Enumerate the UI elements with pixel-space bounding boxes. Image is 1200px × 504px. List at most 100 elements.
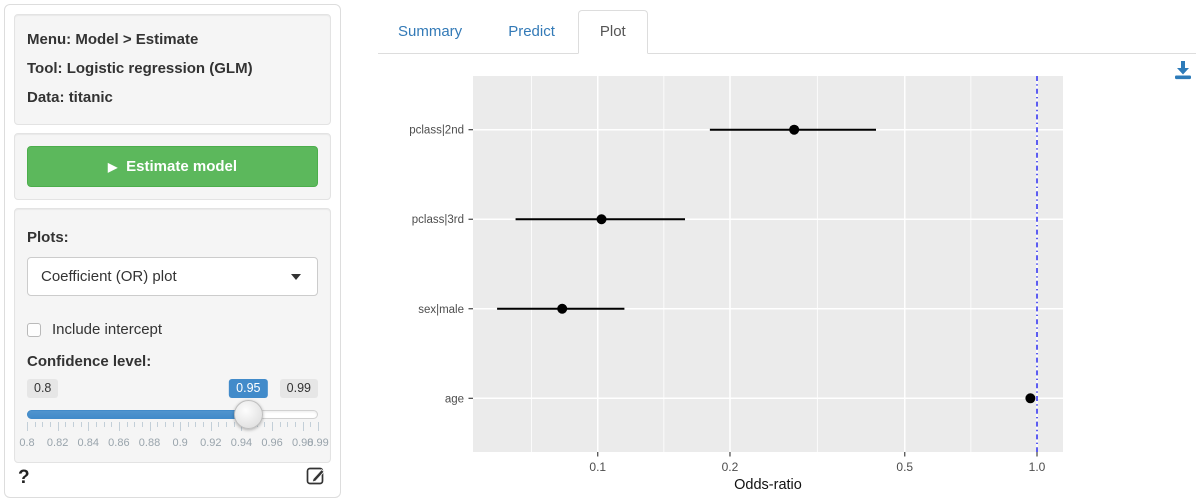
slider-tick xyxy=(34,422,36,427)
chevron-down-icon xyxy=(291,273,301,280)
slider-tick xyxy=(180,422,182,431)
slider-grid: 0.8 0.82 0.84 0.86 0.88 0.9 0.92 0.94 0.96 0.98 0.… xyxy=(19,422,329,462)
slider-tick xyxy=(264,422,266,427)
slider-tick xyxy=(287,422,289,427)
data-value: titanic xyxy=(68,89,113,106)
slider-tick xyxy=(318,422,319,431)
plot-panel-background xyxy=(473,76,1063,452)
slider-tick xyxy=(218,422,220,427)
menu-label: Menu: xyxy=(27,31,72,48)
slider-tick xyxy=(233,422,235,427)
slider-tick xyxy=(141,422,143,427)
slider-tick xyxy=(126,422,128,427)
x-axis-tick-label: 0.2 xyxy=(722,460,739,474)
slider-grid-label: 0.86 xyxy=(108,437,130,449)
slider-tick xyxy=(149,422,151,431)
data-label: Data: xyxy=(27,89,65,106)
slider-tick xyxy=(187,422,189,427)
include-intercept-checkbox[interactable] xyxy=(27,322,41,337)
tool-label: Tool: xyxy=(27,60,63,77)
slider-tick xyxy=(103,422,105,427)
sidebar-footer: ? xyxy=(18,465,327,491)
slider-tick xyxy=(203,422,205,427)
slider-tick xyxy=(72,422,74,427)
tool-name: Tool: Logistic regression (GLM) xyxy=(27,60,318,77)
menu-breadcrumb: Menu: Model > Estimate xyxy=(27,31,318,48)
slider-grid-label: 0.84 xyxy=(77,437,99,449)
plots-label: Plots: xyxy=(27,229,69,246)
x-axis-title: Odds-ratio xyxy=(734,477,802,493)
confidence-level-slider: 0.8 0.99 0.95 0.8 0.82 0.84 0.86 0.88 0.9 0.92… xyxy=(19,379,329,463)
confidence-level-label: Confidence level: xyxy=(27,353,152,370)
slider-grid-label: 0.96 xyxy=(261,437,283,449)
y-axis-label-pclass|2nd: pclass|2nd xyxy=(409,125,464,137)
slider-grid-label: 0.92 xyxy=(200,437,222,449)
y-axis-label-sex|male: sex|male xyxy=(418,304,464,316)
slider-tick xyxy=(111,422,113,427)
slider-tick xyxy=(172,422,174,427)
menu-value: Model > Estimate xyxy=(75,31,199,48)
or-point-age xyxy=(1025,393,1036,404)
tab-predict[interactable]: Predict xyxy=(508,23,555,40)
slider-tick xyxy=(195,422,197,427)
tool-value: Logistic regression (GLM) xyxy=(66,60,253,77)
slider-tick xyxy=(65,422,67,427)
slider-tick xyxy=(226,422,228,427)
slider-min-label: 0.8 xyxy=(27,379,59,398)
slider-grid-label: 0.82 xyxy=(46,437,69,449)
slider-tick xyxy=(57,422,59,431)
slider-tick xyxy=(95,422,97,427)
slider-handle[interactable] xyxy=(233,400,263,429)
slider-tick xyxy=(295,422,297,427)
tab-summary[interactable]: Summary xyxy=(398,23,463,40)
play-icon: ▶ xyxy=(107,159,118,174)
download-plot-button[interactable] xyxy=(1172,60,1194,80)
slider-grid-label: 0.99 xyxy=(307,437,329,449)
dataset-name: Data: titanic xyxy=(27,89,318,106)
slider-tick xyxy=(88,422,90,431)
slider-tick xyxy=(272,422,274,431)
slider-value-badge: 0.95 xyxy=(229,379,268,398)
slider-tick xyxy=(42,422,44,427)
plots-select[interactable]: Coefficient (OR) plot xyxy=(27,257,318,296)
slider-filled-bar xyxy=(27,410,249,419)
plot-controls-panel: Plots: Coefficient (OR) plot Include int… xyxy=(14,208,331,463)
y-axis-label-pclass|3rd: pclass|3rd xyxy=(412,214,464,226)
slider-grid-label: 0.98 xyxy=(291,437,314,449)
slider-grid-label: 0.94 xyxy=(230,437,253,449)
x-axis-tick-label: 1.0 xyxy=(1029,460,1046,474)
slider-tick xyxy=(157,422,159,427)
slider-grid-label: 0.8 xyxy=(19,437,35,449)
result-tabs: Summary Predict Plot xyxy=(378,8,1196,54)
include-intercept-row: Include intercept xyxy=(27,321,318,338)
or-point-pclass|3rd xyxy=(596,214,607,225)
sidebar: Menu: Model > Estimate Tool: Logistic re… xyxy=(4,4,341,498)
slider-grid-label: 0.88 xyxy=(138,437,161,449)
slider-tick xyxy=(49,422,51,427)
slider-tick xyxy=(80,422,82,427)
estimate-model-button[interactable]: ▶ Estimate model xyxy=(27,146,318,187)
model-info-panel: Menu: Model > Estimate Tool: Logistic re… xyxy=(14,14,331,125)
y-axis-label-age: age xyxy=(445,393,464,405)
slider-tick xyxy=(134,422,136,427)
include-intercept-label: Include intercept xyxy=(52,321,163,338)
slider-tick xyxy=(302,422,304,431)
slider-tick xyxy=(210,422,212,431)
help-icon[interactable]: ? xyxy=(18,467,30,488)
slider-grid-label: 0.9 xyxy=(172,437,188,449)
tab-plot[interactable]: Plot xyxy=(577,10,648,54)
estimate-model-button-label: Estimate model xyxy=(126,158,238,175)
slider-tick xyxy=(27,422,28,431)
slider-tick xyxy=(164,422,166,427)
x-axis-tick-label: 0.5 xyxy=(896,460,913,474)
or-point-sex|male xyxy=(557,303,568,314)
edit-report-icon[interactable] xyxy=(306,465,327,491)
slider-tick xyxy=(118,422,120,431)
x-axis-tick-label: 0.1 xyxy=(589,460,606,474)
plots-select-value: Coefficient (OR) plot xyxy=(41,268,177,285)
coefficient-plot: pclass|2nd pclass|3rd sex|male age 0.1 0.2 0.5… xyxy=(409,76,1063,493)
slider-tick xyxy=(279,422,281,427)
slider-max-label: 0.99 xyxy=(279,379,318,398)
slider-tick xyxy=(310,422,312,427)
estimate-panel: ▶ Estimate model xyxy=(14,133,331,200)
